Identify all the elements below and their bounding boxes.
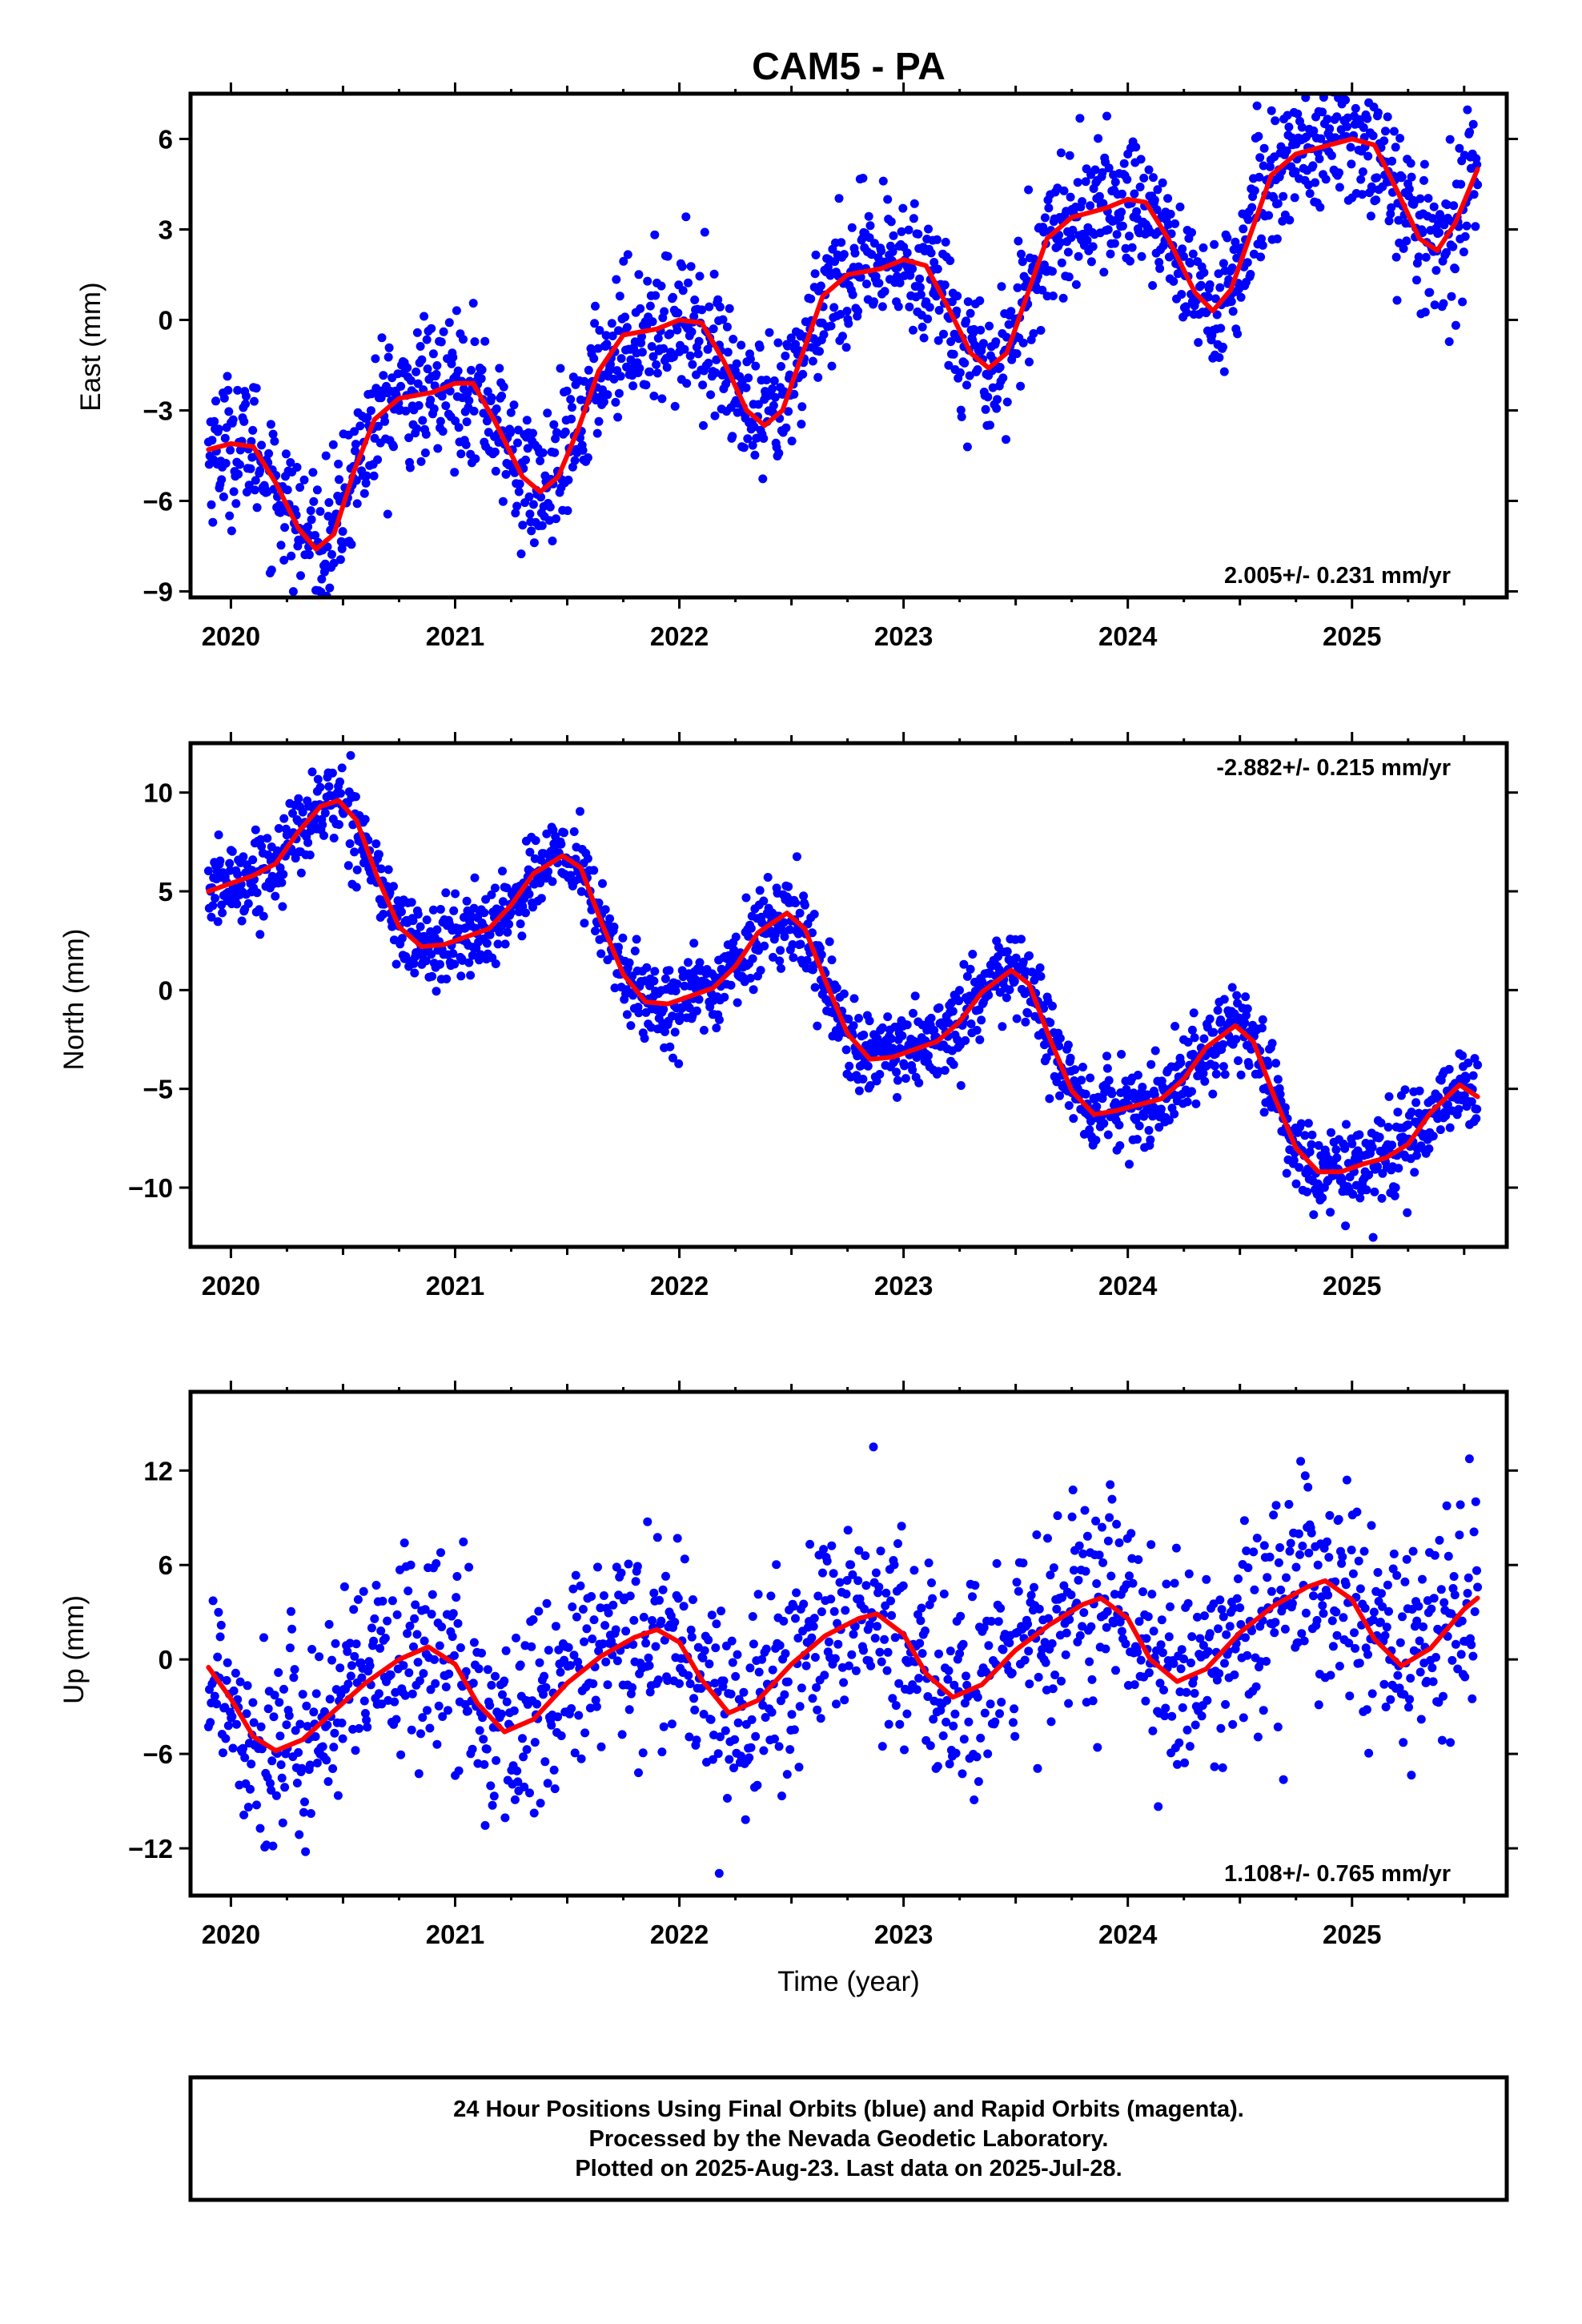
- up-rate-label: 1.108+/- 0.765 mm/yr: [1224, 1861, 1451, 1887]
- y-tick-label: −6: [143, 1739, 173, 1769]
- y-axis-label-up: Up (mm): [58, 1595, 90, 1704]
- x-tick-label: 2023: [874, 1271, 933, 1301]
- x-tick-label: 2023: [874, 1920, 933, 1949]
- up-frame: [188, 1389, 1509, 1898]
- chart-title: CAM5 - PA: [752, 46, 946, 88]
- panel-east: −9 −6 −3 0 3 6 2020 2021 2022 2023 2024 2025 2.005+/…: [143, 82, 1518, 651]
- y-tick-label: −12: [128, 1834, 173, 1864]
- y-tick-label: 0: [159, 975, 173, 1005]
- y-tick-label: −9: [143, 577, 173, 606]
- x-tick-label: 2022: [650, 1271, 709, 1301]
- y-tick-label: 6: [159, 124, 173, 154]
- x-tick-label: 2021: [426, 1271, 484, 1301]
- x-tick-label: 2024: [1098, 621, 1158, 651]
- y-tick-label: 5: [159, 877, 173, 907]
- up-daily-positions: [203, 1442, 1483, 1878]
- north-rate-label: -2.882+/- 0.215 mm/yr: [1216, 755, 1451, 781]
- y-tick-label: −5: [143, 1075, 173, 1104]
- y-tick-label: −6: [143, 486, 173, 516]
- x-tick-label: 2025: [1323, 1920, 1381, 1949]
- north-fit-curve: [206, 798, 1480, 1175]
- up-fit-curve: [206, 1578, 1480, 1754]
- y-tick-label: −3: [143, 396, 173, 425]
- north-daily-positions: [203, 750, 1483, 1242]
- x-tick-label: 2024: [1098, 1271, 1158, 1301]
- x-tick-label: 2020: [202, 621, 260, 651]
- east-fit-curve: [206, 136, 1480, 552]
- footer-line-3: Plotted on 2025-Aug-23. Last data on 202…: [575, 2156, 1122, 2181]
- y-tick-label: 6: [159, 1550, 173, 1580]
- footer-frame: [188, 2075, 1509, 2202]
- x-tick-label: 2022: [650, 621, 709, 651]
- panel-up: −12 −6 0 6 12 2020 2021 2022 2023 2024 2025 1.108+/…: [128, 1381, 1518, 1949]
- x-tick-label: 2025: [1323, 621, 1381, 651]
- footer-box: 24 Hour Positions Using Final Orbits (bl…: [188, 2075, 1509, 2202]
- y-tick-label: 12: [143, 1456, 173, 1486]
- east-data-points: [203, 94, 1483, 597]
- x-tick-label: 2022: [650, 1920, 709, 1949]
- up-data-points: [203, 1442, 1483, 1878]
- y-tick-label: 10: [143, 778, 173, 808]
- x-tick-label: 2020: [202, 1920, 260, 1949]
- x-tick-label: 2023: [874, 621, 933, 651]
- x-axis-label: Time (year): [777, 1966, 920, 1997]
- footer-line-2: Processed by the Nevada Geodetic Laborat…: [589, 2126, 1109, 2152]
- x-tick-label: 2024: [1098, 1920, 1158, 1949]
- y-axis-label-east: East (mm): [75, 282, 106, 411]
- footer-line-1: 24 Hour Positions Using Final Orbits (bl…: [453, 2097, 1244, 2122]
- y-tick-label: 0: [159, 305, 173, 335]
- x-tick-label: 2025: [1323, 1271, 1381, 1301]
- x-tick-label: 2020: [202, 1271, 260, 1301]
- y-tick-label: −10: [128, 1173, 173, 1203]
- east-rate-label: 2.005+/- 0.231 mm/yr: [1224, 563, 1451, 589]
- y-axis-label-north: North (mm): [58, 929, 90, 1071]
- east-daily-positions: [203, 94, 1483, 597]
- x-tick-label: 2021: [426, 1920, 484, 1949]
- y-tick-label: 3: [159, 215, 173, 244]
- north-data-points: [203, 750, 1483, 1242]
- panel-north: −10 −5 0 5 10 2020 2021 2022 2023 2024 2025 -2.882+…: [128, 732, 1518, 1301]
- y-tick-label: 0: [159, 1645, 173, 1675]
- x-tick-label: 2021: [426, 621, 484, 651]
